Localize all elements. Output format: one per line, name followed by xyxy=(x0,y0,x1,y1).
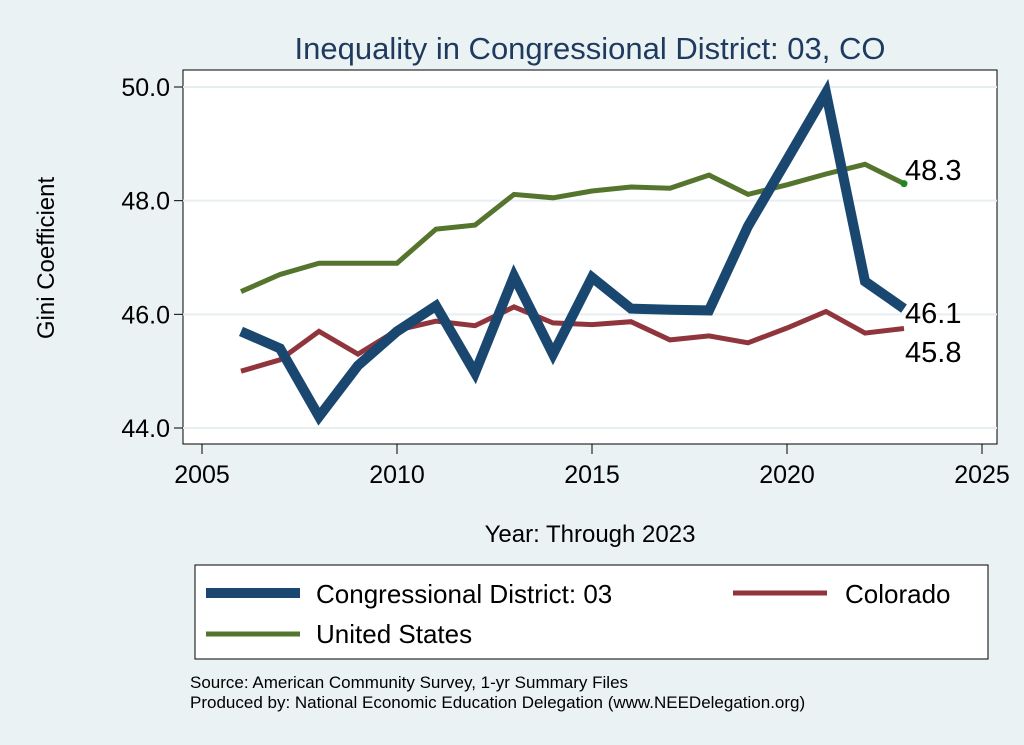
series-line-congressional-district-03 xyxy=(239,78,907,426)
y-axis: 44.0 46.0 48.0 50.0 xyxy=(121,74,183,443)
y-tick-label-46-0: 46.0 xyxy=(121,301,170,329)
x-tick-label-2005: 2005 xyxy=(174,461,230,489)
producer-note: Produced by: National Economic Education… xyxy=(190,693,805,712)
y-tick-label-50-0: 50.0 xyxy=(121,74,170,102)
end-point-marker-united-states xyxy=(900,180,908,188)
legend-box xyxy=(194,564,989,660)
series-lines xyxy=(239,78,908,426)
x-tick-label-2015: 2015 xyxy=(564,461,620,489)
legend-label-district: Congressional District: 03 xyxy=(316,579,612,609)
chart-title: Inequality in Congressional District: 03… xyxy=(295,31,886,66)
x-tick-label-2020: 2020 xyxy=(759,461,815,489)
end-label-colorado: 45.8 xyxy=(905,337,961,369)
legend: Congressional District: 03 Colorado Unit… xyxy=(194,564,989,660)
source-note: Source: American Community Survey, 1-yr … xyxy=(190,673,628,692)
y-tick-label-48-0: 48.0 xyxy=(121,188,170,216)
x-tick-label-2010: 2010 xyxy=(369,461,425,489)
grid-lines xyxy=(183,86,997,429)
end-label-united-states: 48.3 xyxy=(905,155,961,187)
series-line-united-states xyxy=(239,161,906,294)
y-tick-label-44-0: 44.0 xyxy=(121,415,170,443)
legend-label-colorado: Colorado xyxy=(845,579,951,609)
x-axis: 2005 2010 2015 2020 2025 xyxy=(174,443,1010,489)
legend-label-united-states: United States xyxy=(316,619,472,649)
end-label-congressional-district-03: 46.1 xyxy=(905,298,961,330)
x-tick-label-2025: 2025 xyxy=(954,461,1010,489)
end-labels: 46.1 45.8 48.3 xyxy=(905,155,961,369)
y-axis-title: Gini Coefficient xyxy=(33,177,60,340)
x-axis-title: Year: Through 2023 xyxy=(485,521,696,548)
